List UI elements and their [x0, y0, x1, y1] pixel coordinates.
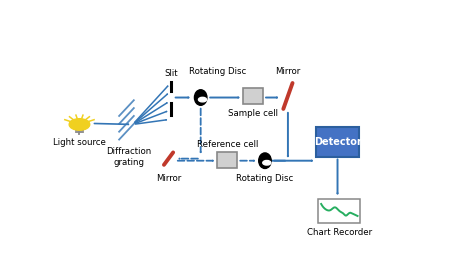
Circle shape: [263, 161, 271, 165]
Text: Rotating Disc: Rotating Disc: [189, 67, 246, 76]
Text: Chart Recorder: Chart Recorder: [307, 228, 372, 237]
Circle shape: [69, 119, 90, 130]
Ellipse shape: [259, 153, 271, 168]
Ellipse shape: [194, 90, 207, 105]
Text: Mirror: Mirror: [156, 174, 182, 183]
Circle shape: [199, 97, 207, 102]
Text: Rotating Disc: Rotating Disc: [237, 174, 293, 183]
FancyBboxPatch shape: [217, 153, 237, 168]
Text: Sample cell: Sample cell: [228, 109, 278, 118]
FancyBboxPatch shape: [316, 126, 359, 157]
Text: Reference cell: Reference cell: [197, 140, 258, 149]
Text: Slit: Slit: [164, 69, 178, 78]
Text: Diffraction
grating: Diffraction grating: [107, 147, 152, 167]
Text: Mirror: Mirror: [275, 67, 301, 76]
FancyBboxPatch shape: [243, 88, 263, 104]
Text: Detector: Detector: [314, 137, 361, 147]
Text: Light source: Light source: [53, 138, 106, 147]
FancyBboxPatch shape: [318, 199, 360, 223]
